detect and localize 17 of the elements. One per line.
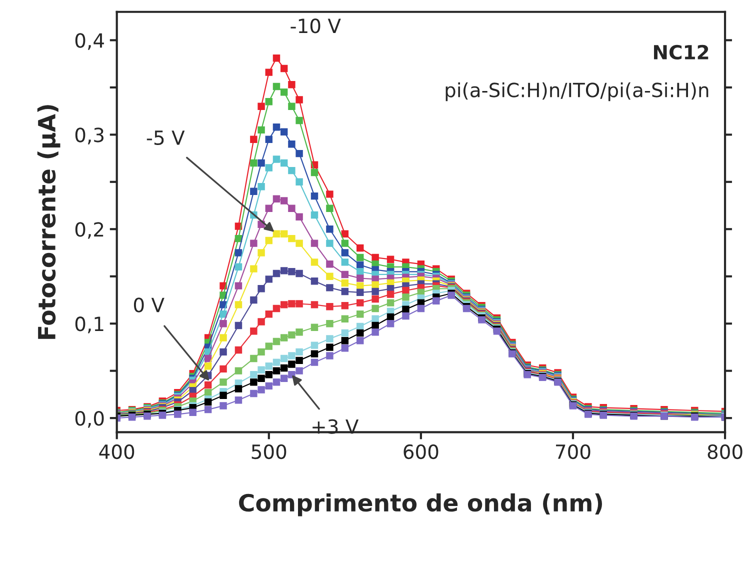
y-tick-label: 0,3: [75, 128, 104, 144]
x-tick-label: 400: [99, 444, 134, 460]
annotation: pi(a-SiC:H)n/ITO/pi(a-Si:H)n: [446, 82, 708, 102]
y-tick-label: 0,4: [75, 33, 104, 50]
y-tick-label: 0,1: [75, 316, 104, 334]
x-tick-label: 500: [252, 444, 286, 460]
annotation: -5 V: [146, 130, 185, 146]
y-axis-title: Fotocorrente (µA): [37, 105, 60, 339]
annotation: -10 V: [290, 18, 341, 34]
x-tick-label: 800: [708, 444, 742, 460]
annotation: NC12: [654, 44, 708, 60]
x-tick-label: 700: [556, 444, 590, 460]
y-tick-label: 0,0: [75, 411, 104, 428]
annotation: 0 V: [134, 298, 164, 312]
y-tick-label: 0,2: [75, 222, 104, 239]
x-axis-title: Comprimento de onda (nm): [239, 493, 602, 516]
x-tick-label: 600: [404, 444, 438, 460]
